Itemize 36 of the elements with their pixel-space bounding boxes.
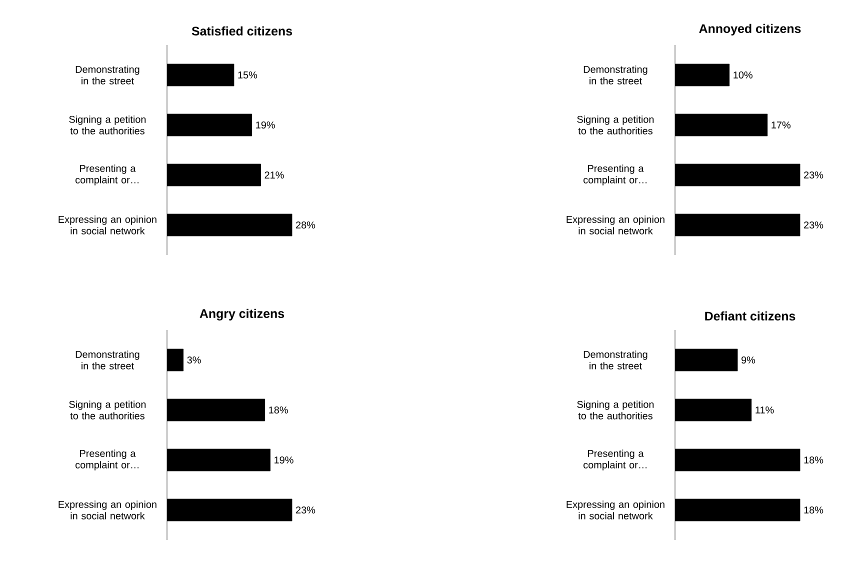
y-tick-label: Presenting a complaint or… bbox=[76, 450, 139, 470]
data-label: 15% bbox=[238, 71, 258, 78]
chart-title: Satisfied citizens bbox=[192, 26, 292, 36]
data-label: 28% bbox=[296, 221, 316, 229]
y-tick-label: Expressing an opinion in social network bbox=[58, 500, 156, 520]
y-tick-label: Expressing an opinion in social network bbox=[58, 216, 156, 234]
y-tick-label: Demonstrating in the street bbox=[76, 66, 140, 84]
y-tick-label: Signing a petition to the authorities bbox=[69, 400, 146, 420]
y-tick-label: Presenting a complaint or… bbox=[76, 164, 139, 186]
data-label: 23% bbox=[804, 221, 824, 229]
data-label: 18% bbox=[804, 456, 824, 464]
chart-title: Angry citizens bbox=[200, 308, 284, 321]
y-tick-label: Expressing an opinion in social network bbox=[566, 500, 664, 520]
data-label: 21% bbox=[264, 171, 284, 179]
y-tick-label: Demonstrating in the street bbox=[76, 350, 140, 370]
chart-title: Defiant citizens bbox=[705, 311, 796, 321]
data-label: 19% bbox=[274, 456, 294, 464]
data-label: 18% bbox=[804, 506, 824, 514]
y-tick-label: Presenting a complaint or… bbox=[584, 450, 647, 470]
data-label: 11% bbox=[756, 406, 774, 414]
data-label: 19% bbox=[256, 121, 275, 129]
y-tick-label: Signing a petition to the authorities bbox=[577, 116, 654, 134]
data-label: 18% bbox=[269, 406, 288, 414]
data-label: 3% bbox=[187, 356, 201, 364]
y-tick-label: Expressing an opinion in social network bbox=[566, 216, 664, 234]
y-tick-label: Demonstrating in the street bbox=[584, 350, 648, 370]
y-tick-label: Demonstrating in the street bbox=[584, 66, 648, 84]
y-tick-label: Signing a petition to the authorities bbox=[577, 400, 654, 420]
data-label: 23% bbox=[804, 171, 824, 179]
data-label: 23% bbox=[296, 506, 316, 514]
chart-title: Annoyed citizens bbox=[699, 24, 801, 36]
y-tick-label: Signing a petition to the authorities bbox=[69, 116, 146, 134]
data-label: 17% bbox=[772, 122, 791, 128]
data-label: 10% bbox=[734, 71, 752, 79]
y-tick-label: Presenting a complaint or… bbox=[584, 164, 647, 186]
data-label: 9% bbox=[741, 356, 756, 364]
